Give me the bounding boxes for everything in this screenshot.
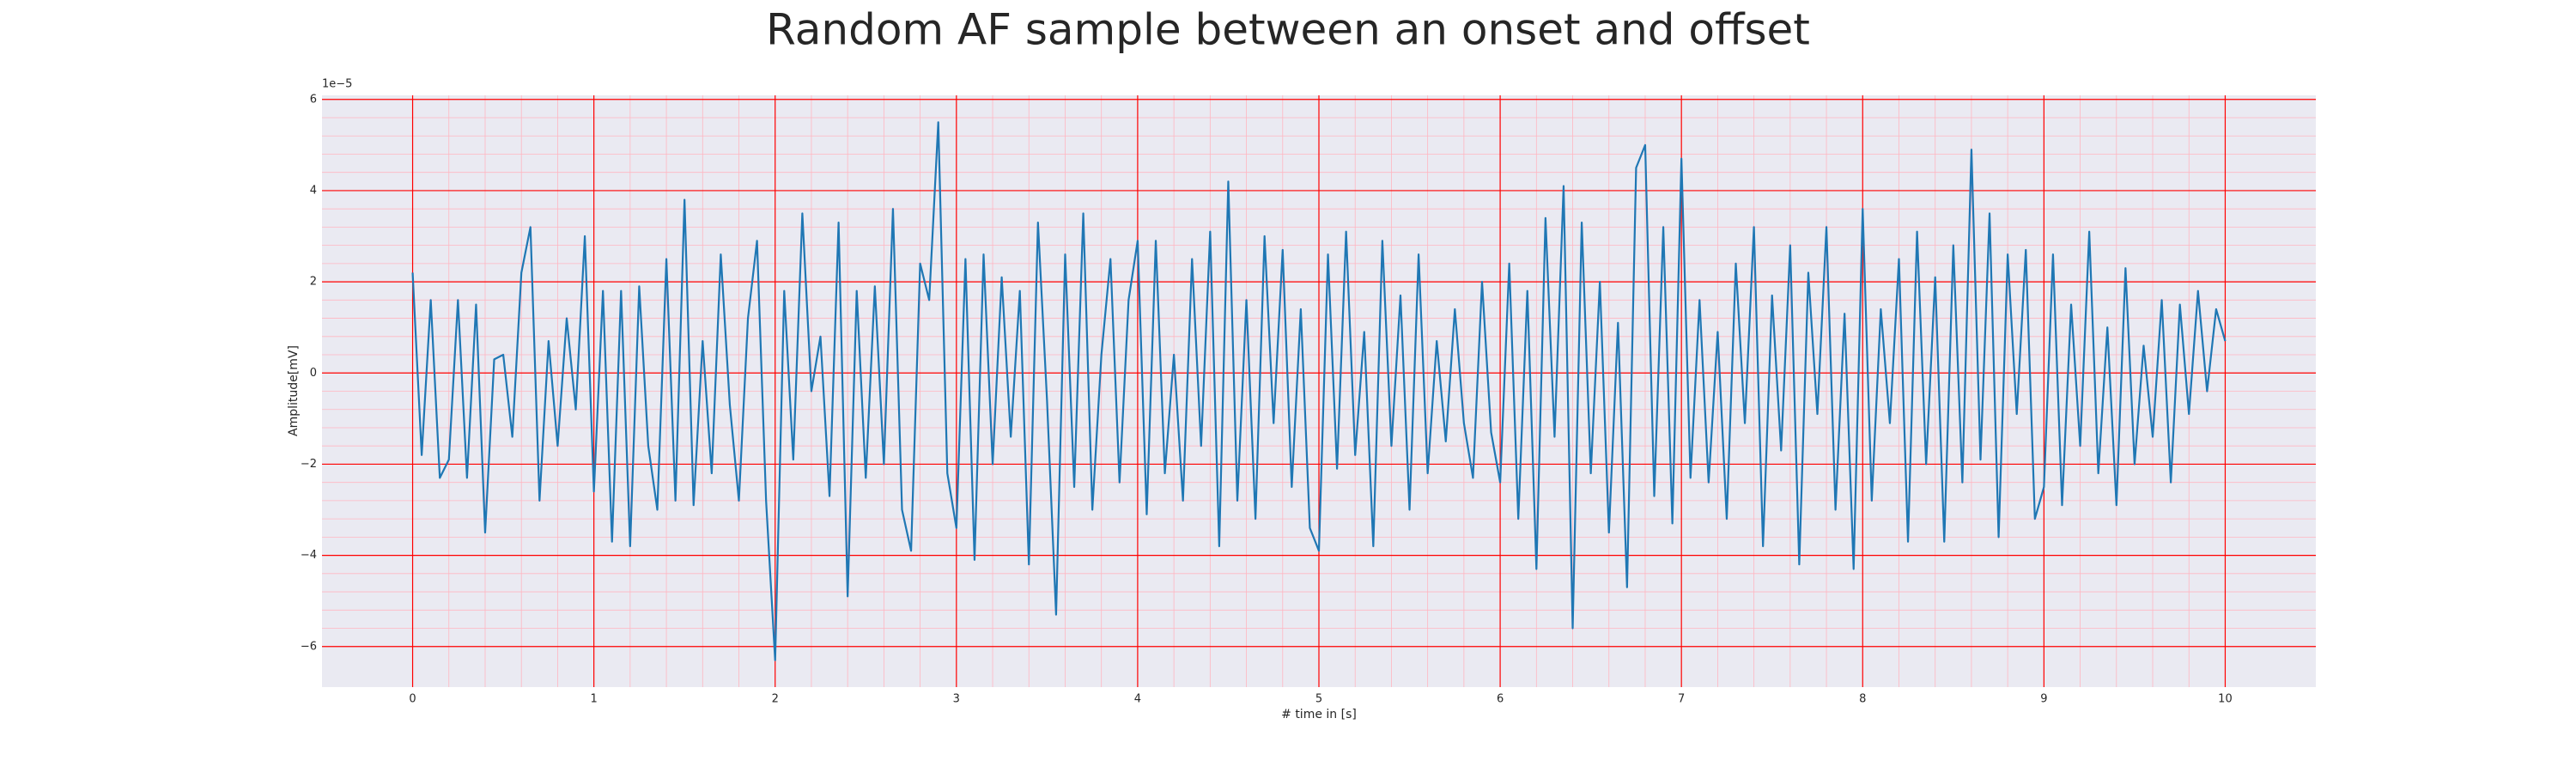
y-tick-label: 4 (310, 184, 317, 197)
x-tick-label: 10 (2218, 693, 2233, 706)
x-tick-label: 5 (1315, 693, 1322, 706)
y-tick-label: 2 (310, 276, 317, 289)
y-tick-label: 6 (310, 93, 317, 106)
y-tick-label: −4 (301, 549, 317, 562)
x-tick-label: 6 (1497, 693, 1504, 706)
x-tick-label: 8 (1859, 693, 1866, 706)
y-tick-label: −2 (301, 458, 317, 471)
y-tick-label: −6 (301, 640, 317, 653)
x-tick-label: 3 (953, 693, 960, 706)
y-offset-label: 1e−5 (322, 78, 352, 91)
x-tick-label: 9 (2040, 693, 2047, 706)
x-tick-label: 2 (772, 693, 779, 706)
x-axis-label: # time in [s] (1281, 708, 1357, 721)
x-tick-label: 7 (1678, 693, 1685, 706)
y-tick-label: 0 (310, 367, 317, 380)
x-tick-label: 1 (590, 693, 597, 706)
data-line (411, 121, 2227, 661)
x-tick-label: 0 (409, 693, 416, 706)
x-tick-label: 4 (1134, 693, 1141, 706)
chart-title: Random AF sample between an onset and of… (766, 5, 1810, 55)
y-axis-label: Amplitude[mV] (287, 345, 301, 436)
